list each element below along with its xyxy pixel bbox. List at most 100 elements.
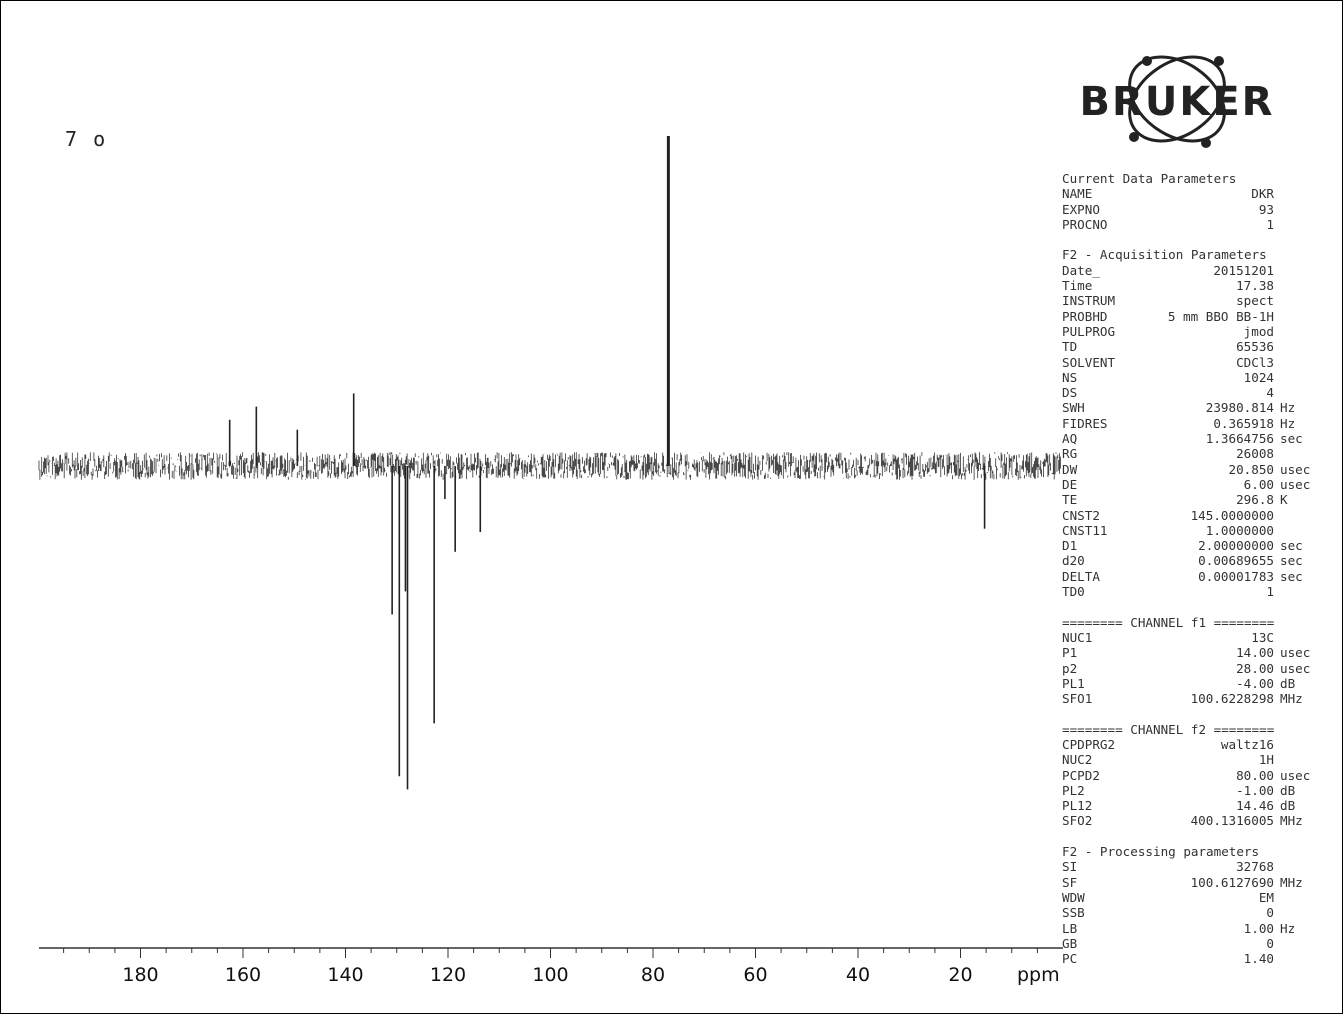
parameter-row: PULPROG jmod: [1062, 324, 1324, 339]
parameter-unit: [1274, 737, 1318, 752]
parameter-row: PROBHD 5 mm BBO BB-1H: [1062, 309, 1324, 324]
parameter-row: CPDPRG2 waltz16: [1062, 737, 1324, 752]
section-gap: [1062, 232, 1324, 247]
parameter-unit: [1274, 584, 1318, 599]
parameter-key: NS: [1062, 369, 1078, 385]
x-tick-label: 80: [641, 964, 665, 986]
logo-wordmark: BRUKER: [1079, 79, 1275, 125]
parameter-key: CPDPRG2: [1062, 736, 1116, 752]
parameter-value: 2.00000000: [1198, 538, 1274, 554]
parameter-row: DW 20.850 usec: [1062, 462, 1324, 477]
baseline-noise: [38, 452, 1061, 480]
x-tick-label: 100: [532, 964, 568, 986]
parameter-unit: [1274, 385, 1318, 400]
bruker-logo: BRUKER: [1059, 41, 1295, 157]
x-tick-label: 20: [948, 964, 972, 986]
x-tick-label: 60: [743, 964, 767, 986]
x-tick-label: 160: [225, 964, 261, 986]
parameter-row: P1 14.00 usec: [1062, 645, 1324, 660]
parameter-key: AQ: [1062, 431, 1078, 447]
parameter-key: D1: [1062, 538, 1078, 554]
parameter-key: RG: [1062, 446, 1078, 462]
parameter-value: 23980.814: [1205, 400, 1274, 416]
parameter-unit: dB: [1280, 798, 1296, 814]
parameter-value: 65536: [1236, 339, 1274, 355]
parameter-key: Time: [1062, 278, 1093, 294]
parameter-unit: sec: [1280, 553, 1303, 569]
parameter-value: EM: [1258, 889, 1274, 905]
parameter-value: 1024: [1243, 369, 1274, 385]
parameter-unit: [1274, 859, 1318, 874]
parameter-unit: dB: [1280, 782, 1296, 798]
parameter-value: 93: [1258, 201, 1274, 217]
parameter-value: 1H: [1258, 752, 1274, 768]
parameter-value: 1.00: [1243, 920, 1274, 936]
parameter-unit: [1274, 339, 1318, 354]
parameter-unit: [1274, 905, 1318, 920]
section-gap: [1062, 706, 1324, 721]
parameter-key: EXPNO: [1062, 201, 1100, 217]
parameter-key: LB: [1062, 920, 1078, 936]
x-axis-ticks: 180 160 140 120 100 80 60 40 20: [63, 948, 1038, 986]
parameter-key: GB: [1062, 935, 1078, 951]
section-gap: [1062, 829, 1324, 844]
parameter-unit: usec: [1280, 476, 1311, 492]
x-tick-label: 120: [430, 964, 466, 986]
parameter-value: 4: [1266, 385, 1274, 401]
parameter-row: Date_ 20151201: [1062, 263, 1324, 278]
parameter-row: DELTA 0.00001783 sec: [1062, 569, 1324, 584]
parameter-key: PL12: [1062, 798, 1093, 814]
parameter-row: NS 1024: [1062, 370, 1324, 385]
parameter-row: AQ 1.3664756 sec: [1062, 431, 1324, 446]
parameter-unit: [1274, 630, 1318, 645]
parameter-row: PCPD2 80.00 usec: [1062, 768, 1324, 783]
parameter-row: SWH 23980.814 Hz: [1062, 400, 1324, 415]
parameter-value: waltz16: [1220, 736, 1274, 752]
parameter-unit: usec: [1280, 767, 1311, 783]
parameter-row: FIDRES 0.365918 Hz: [1062, 416, 1324, 431]
parameter-row: SFO1 100.6228298 MHz: [1062, 691, 1324, 706]
parameter-unit: sec: [1280, 431, 1303, 447]
parameter-key: TD: [1062, 339, 1078, 355]
parameter-key: SSB: [1062, 905, 1085, 921]
parameter-row: d20 0.00689655 sec: [1062, 553, 1324, 568]
parameter-key: SOLVENT: [1062, 354, 1116, 370]
parameter-value: 1.0000000: [1205, 522, 1274, 538]
parameter-value: 80.00: [1236, 767, 1274, 783]
parameter-key: WDW: [1062, 889, 1085, 905]
parameter-unit: sec: [1280, 568, 1303, 584]
parameter-row: SFO2 400.1316005 MHz: [1062, 813, 1324, 828]
parameter-row: SF 100.6127690 MHz: [1062, 875, 1324, 890]
parameter-value: 1.40: [1243, 951, 1274, 967]
parameter-key: PROCNO: [1062, 216, 1108, 232]
parameter-unit: [1274, 446, 1318, 461]
parameter-row: DE 6.00 usec: [1062, 477, 1324, 492]
parameter-unit: [1274, 508, 1318, 523]
parameter-row: GB 0: [1062, 936, 1324, 951]
parameter-unit: [1274, 355, 1318, 370]
parameter-unit: [1274, 309, 1318, 324]
parameter-key: PL2: [1062, 782, 1085, 798]
parameter-section-title: ======== CHANNEL f1 ========: [1062, 614, 1275, 630]
parameter-row: NAME DKR: [1062, 186, 1324, 201]
parameter-unit: usec: [1280, 645, 1311, 661]
parameter-value: 0: [1266, 905, 1274, 921]
parameter-key: SFO1: [1062, 691, 1093, 707]
parameter-value: 6.00: [1243, 476, 1274, 492]
parameter-unit: K: [1280, 492, 1288, 508]
parameter-key: PULPROG: [1062, 323, 1116, 339]
parameter-row: TD 65536: [1062, 339, 1324, 354]
parameter-unit: [1274, 202, 1318, 217]
sample-label: 7 o: [65, 127, 108, 151]
parameter-row: PROCNO 1: [1062, 217, 1324, 232]
parameter-row: Time 17.38: [1062, 278, 1324, 293]
parameter-row: SOLVENT CDCl3: [1062, 355, 1324, 370]
parameter-value: 296.8: [1236, 492, 1274, 508]
parameter-row: DS 4: [1062, 385, 1324, 400]
parameter-value: DKR: [1251, 186, 1274, 202]
parameter-key: TD0: [1062, 584, 1085, 600]
parameter-unit: [1274, 951, 1318, 966]
parameter-value: 17.38: [1236, 278, 1274, 294]
parameter-row: SI 32768: [1062, 859, 1324, 874]
